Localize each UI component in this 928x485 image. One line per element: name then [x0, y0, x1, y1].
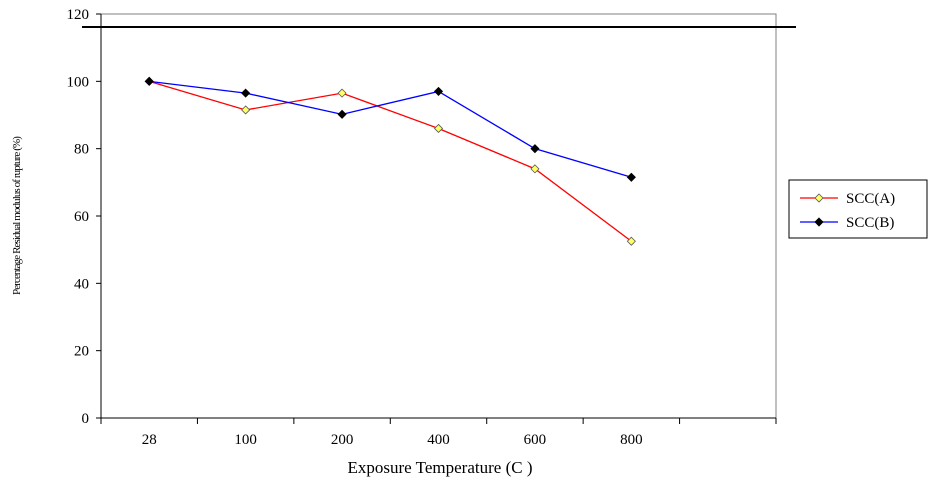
data-point-scc-a: [530, 164, 540, 174]
y-ticks: 0 20 40 60 80 100 120: [67, 7, 101, 427]
x-tick-label: 28: [142, 432, 157, 448]
data-point-scc-b: [144, 76, 154, 86]
y-tick-label: 40: [74, 276, 89, 292]
legend: SCC(A) SCC(B): [788, 179, 928, 239]
x-tick-label: 100: [234, 432, 257, 448]
y-tick-label: 60: [74, 209, 89, 225]
series-line-scc-b: [149, 80, 632, 178]
y-tick-label: 0: [82, 411, 90, 427]
data-point-scc-a: [337, 88, 347, 98]
data-point-scc-b: [241, 88, 251, 98]
data-point-scc-b: [530, 144, 540, 154]
legend-label-scc-a: SCC(A): [846, 191, 895, 207]
y-tick-label: 20: [74, 344, 89, 360]
x-axis-title: Exposure Temperature (C ): [348, 458, 533, 477]
x-ticks: 28 100 200 400 600 800: [100, 418, 777, 448]
y-axis-title: Percentage Residual modulus of rupture (…: [11, 136, 23, 295]
series-line-scc-a: [149, 80, 632, 242]
x-tick-label: 800: [620, 432, 643, 448]
x-tick-label: 600: [524, 432, 547, 448]
x-tick-label: 200: [331, 432, 354, 448]
data-point-scc-b: [433, 86, 444, 96]
data-point-scc-b: [626, 172, 636, 182]
series-layer: [144, 76, 636, 246]
data-point-scc-a: [626, 236, 636, 246]
x-tick-label: 400: [427, 432, 450, 448]
y-tick-label: 100: [67, 74, 90, 90]
data-point-scc-a: [433, 123, 444, 134]
y-tick-label: 120: [67, 7, 90, 23]
data-point-scc-a: [241, 105, 251, 115]
data-point-scc-b: [337, 109, 347, 119]
plot-area: [100, 13, 777, 419]
legend-label-scc-b: SCC(B): [846, 215, 894, 231]
legend-box: [788, 179, 928, 239]
y-tick-label: 80: [74, 142, 89, 158]
legend-marker-scc-a: [814, 193, 824, 203]
legend-marker-scc-b: [814, 217, 824, 227]
